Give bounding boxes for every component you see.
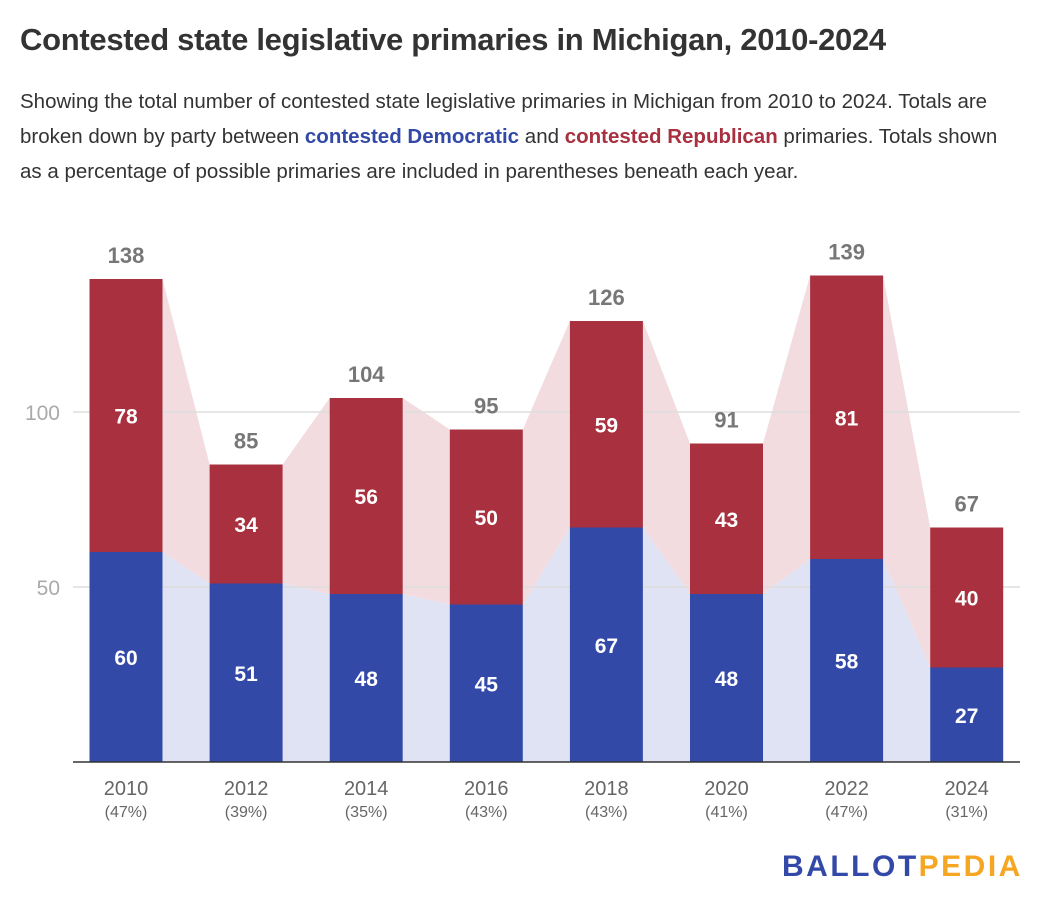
data-label-republican: 50	[475, 507, 498, 530]
y-tick-label: 100	[25, 402, 60, 425]
x-tick-sublabel: (43%)	[465, 804, 508, 821]
x-tick-label: 2022	[824, 778, 869, 800]
bar-republican	[690, 443, 763, 594]
bar-republican	[89, 279, 163, 552]
x-tick-label: 2010	[104, 778, 149, 800]
bar-republican	[930, 527, 1004, 668]
republican-band	[763, 275, 811, 594]
x-tick-label: 2012	[224, 778, 269, 800]
bar-democratic	[690, 594, 763, 762]
chart-title: Contested state legislative primaries in…	[20, 22, 886, 57]
x-tick-label: 2014	[344, 778, 389, 800]
bar-democratic	[209, 583, 283, 762]
data-label-democratic: 45	[475, 673, 499, 696]
x-tick-sublabel: (41%)	[705, 804, 748, 821]
data-label-republican: 34	[234, 514, 258, 537]
bar-democratic	[930, 667, 1004, 762]
democratic-band	[402, 594, 450, 762]
x-tick-label: 2024	[944, 778, 989, 800]
bar-republican	[449, 429, 523, 605]
democratic-band	[642, 527, 690, 762]
total-label: 95	[474, 394, 498, 419]
data-label-democratic: 67	[595, 635, 618, 658]
x-tick-label: 2018	[584, 778, 629, 800]
total-label: 138	[108, 243, 145, 268]
y-tick-label: 50	[37, 577, 60, 600]
chart-subtitle: Showing the total number of contested st…	[20, 84, 1020, 189]
data-label-democratic: 48	[715, 668, 739, 691]
data-label-democratic: 27	[955, 705, 978, 728]
data-label-democratic: 51	[234, 663, 258, 686]
x-tick-sublabel: (47%)	[105, 804, 148, 821]
legend-republican: contested Republican	[564, 125, 778, 148]
x-tick-sublabel: (35%)	[345, 804, 388, 821]
data-label-republican: 40	[955, 588, 978, 611]
bar-republican	[209, 464, 283, 584]
bar-republican	[569, 321, 643, 528]
democratic-band	[763, 559, 811, 762]
bar-democratic	[569, 527, 643, 762]
logo-text: BALLOT	[782, 850, 919, 883]
data-label-republican: 81	[835, 407, 859, 430]
republican-band	[642, 321, 690, 594]
data-label-republican: 43	[715, 509, 738, 532]
total-label: 126	[588, 285, 625, 310]
bar-democratic	[449, 604, 523, 762]
democratic-band	[883, 559, 931, 762]
total-label: 85	[234, 429, 258, 454]
total-label: 139	[828, 240, 865, 265]
x-tick-sublabel: (31%)	[945, 804, 988, 821]
x-tick-label: 2016	[464, 778, 509, 800]
republican-band	[282, 398, 330, 594]
ballotpedia-logo: BALLOTPEDIA	[782, 850, 1023, 884]
democratic-band	[282, 583, 330, 762]
logo-text: PEDIA	[918, 850, 1023, 883]
bar-republican	[329, 398, 403, 594]
bar-democratic	[810, 559, 884, 762]
legend-democratic: contested Democratic	[304, 125, 520, 148]
total-label: 67	[954, 492, 978, 517]
data-label-democratic: 48	[355, 668, 379, 691]
bar-democratic	[89, 552, 163, 762]
republican-band	[883, 275, 931, 668]
data-label-republican: 56	[355, 486, 378, 509]
subtitle-text: primaries. Totals shown as a percentage …	[20, 125, 998, 183]
republican-band	[162, 279, 210, 584]
republican-band	[522, 321, 570, 605]
democratic-band	[522, 527, 570, 762]
republican-band	[402, 398, 450, 605]
total-label: 91	[714, 408, 738, 433]
bar-democratic	[329, 594, 403, 762]
total-label: 104	[348, 362, 385, 387]
bar-republican	[810, 275, 884, 559]
democratic-band	[162, 552, 210, 762]
subtitle-text: and	[519, 125, 565, 148]
x-tick-sublabel: (43%)	[585, 804, 628, 821]
data-label-republican: 78	[114, 406, 138, 429]
x-tick-label: 2020	[704, 778, 749, 800]
x-tick-sublabel: (39%)	[225, 804, 268, 821]
x-tick-sublabel: (47%)	[825, 804, 868, 821]
data-label-democratic: 60	[114, 647, 137, 670]
data-label-democratic: 58	[835, 651, 859, 674]
subtitle-text: Showing the total number of contested st…	[20, 90, 988, 148]
data-label-republican: 59	[595, 414, 618, 437]
